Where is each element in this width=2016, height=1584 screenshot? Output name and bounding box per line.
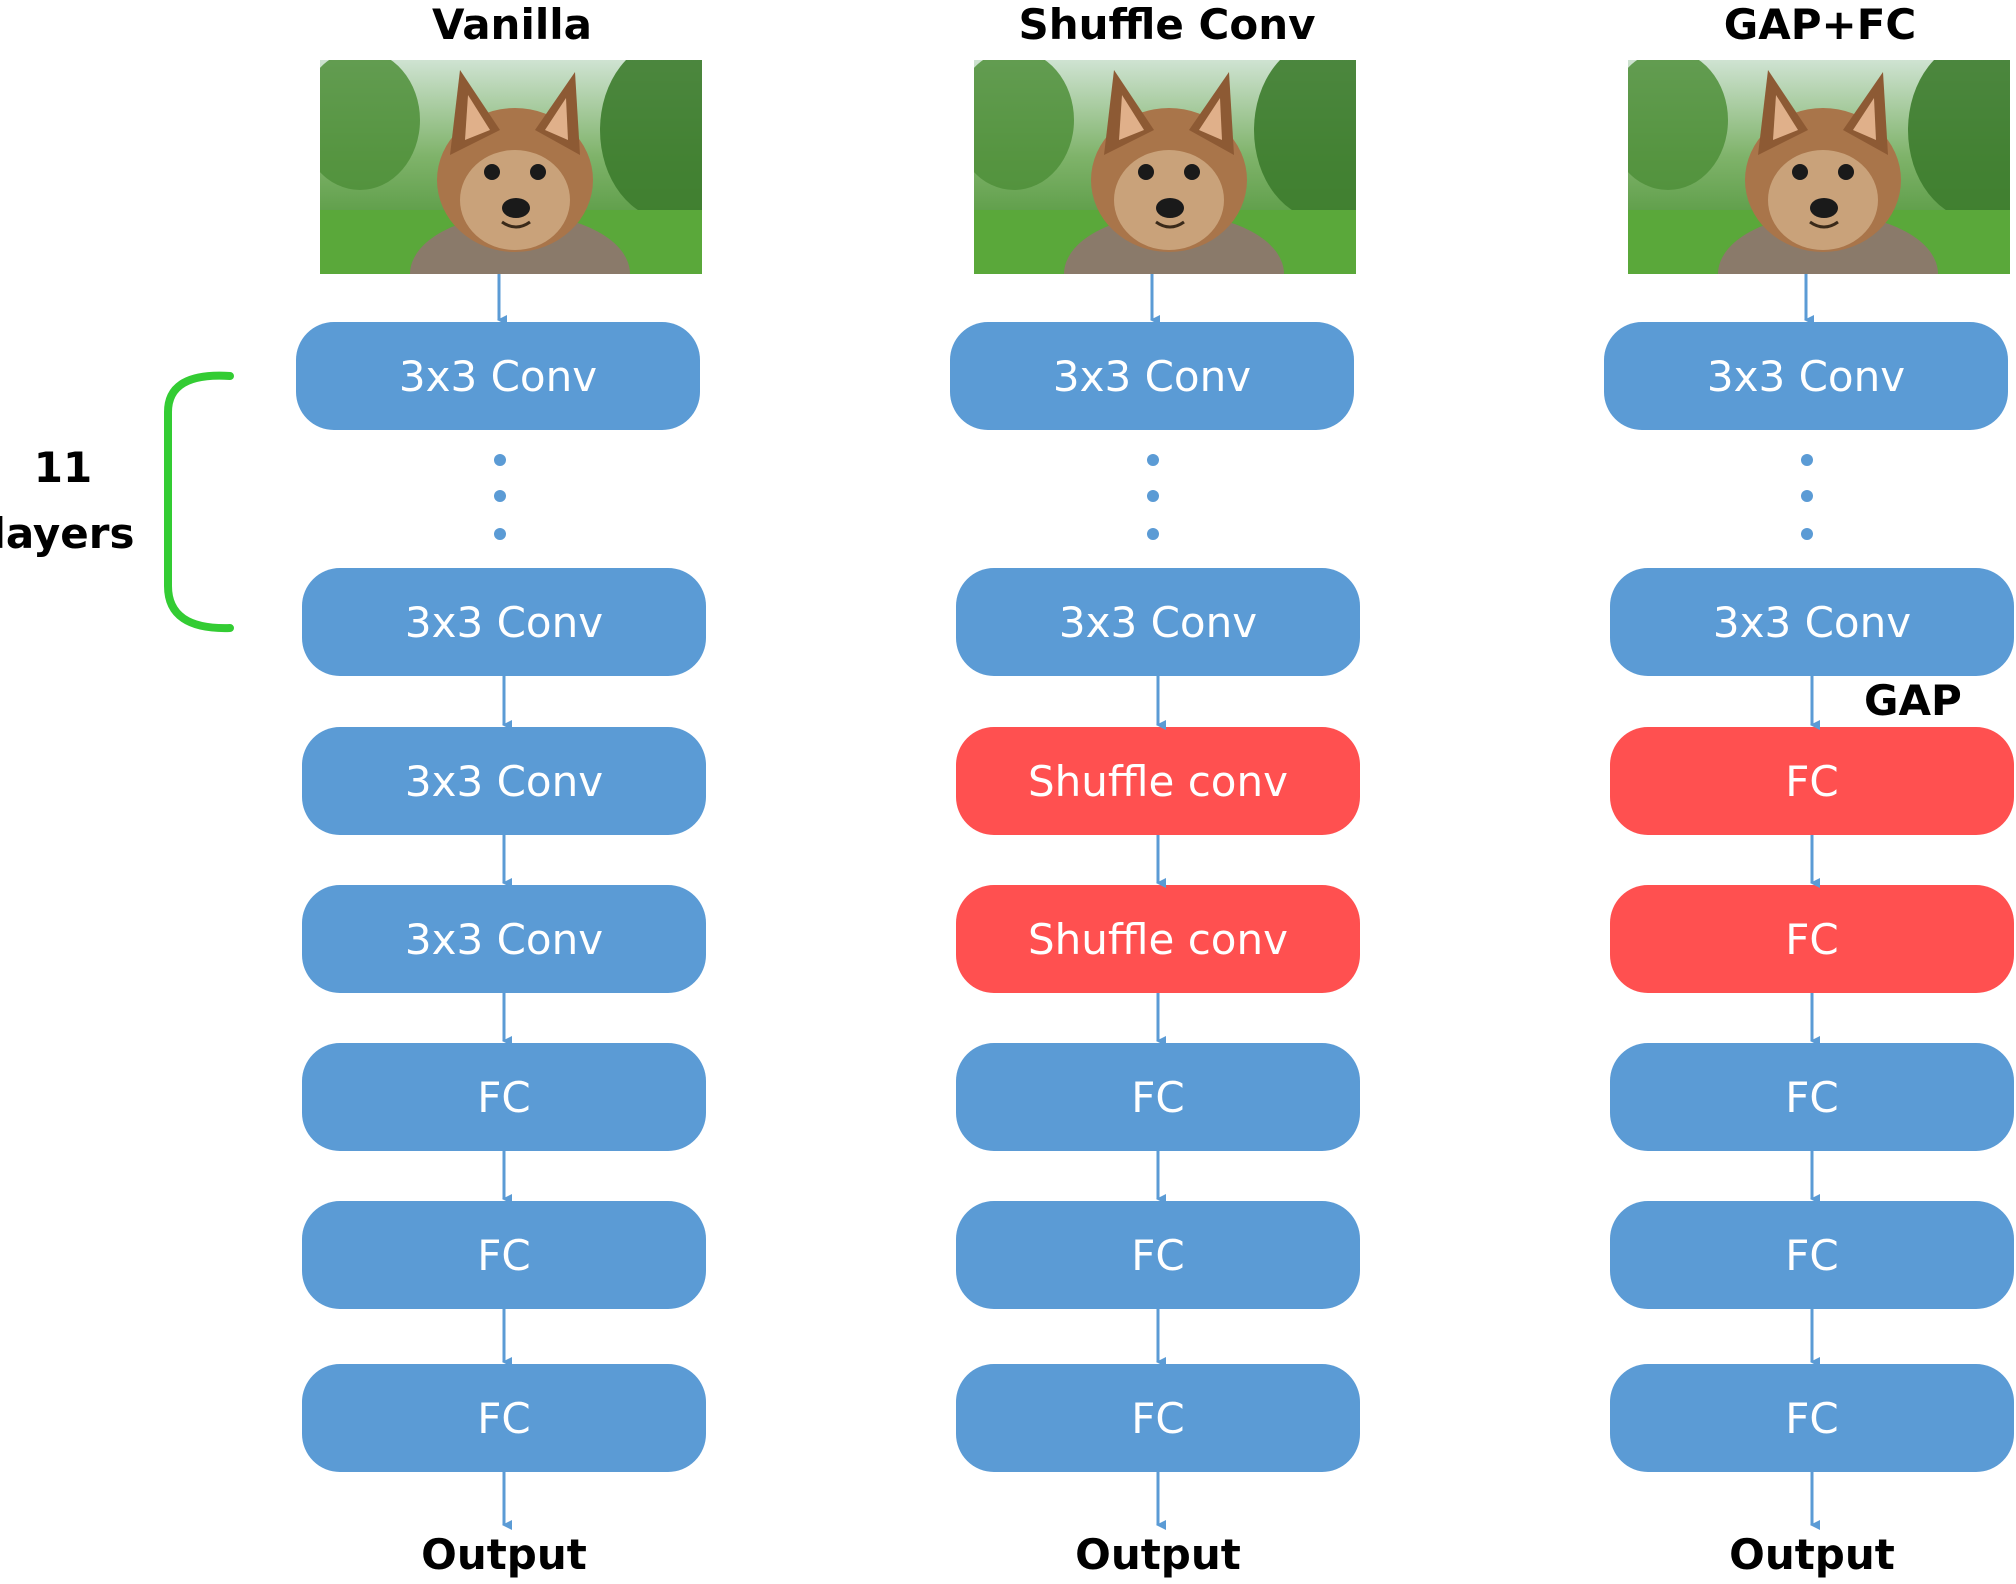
gap-label: GAP bbox=[1864, 676, 1962, 725]
shuffle-block-2: 3x3 Conv bbox=[956, 568, 1360, 676]
shuffle-block-5: FC bbox=[956, 1043, 1360, 1151]
layers-annotation: 11 layers bbox=[0, 435, 148, 567]
gapfc-block-5: FC bbox=[1610, 1043, 2014, 1151]
gapfc-block-6: FC bbox=[1610, 1201, 2014, 1309]
shuffle-block-1: 3x3 Conv bbox=[950, 322, 1354, 430]
gapfc-block-1: 3x3 Conv bbox=[1604, 322, 2008, 430]
dog-photo-icon bbox=[320, 60, 702, 274]
input-image-shuffle-conv bbox=[974, 60, 1356, 274]
arrow-group bbox=[497, 274, 1820, 1530]
shuffle-block-3: Shuffle conv bbox=[956, 727, 1360, 835]
vanilla-block-4: 3x3 Conv bbox=[302, 885, 706, 993]
gapfc-block-4: FC bbox=[1610, 885, 2014, 993]
vanilla-block-6: FC bbox=[302, 1201, 706, 1309]
vanilla-block-7: FC bbox=[302, 1364, 706, 1472]
layers-bracket bbox=[164, 371, 234, 633]
column-title-vanilla: Vanilla bbox=[432, 0, 592, 49]
column-title-shuffle-conv: Shuffle Conv bbox=[1018, 0, 1316, 49]
input-image-vanilla bbox=[320, 60, 702, 274]
column-title-gap-fc: GAP+FC bbox=[1723, 0, 1917, 49]
output-label-vanilla: Output bbox=[421, 1530, 587, 1579]
gapfc-block-3: FC bbox=[1610, 727, 2014, 835]
vanilla-block-5: FC bbox=[302, 1043, 706, 1151]
input-image-gap-fc bbox=[1628, 60, 2010, 274]
vanilla-block-2: 3x3 Conv bbox=[302, 568, 706, 676]
output-label-gap-fc: Output bbox=[1729, 1530, 1895, 1579]
vanilla-block-1: 3x3 Conv bbox=[296, 322, 700, 430]
ellipsis-dots bbox=[494, 454, 1813, 540]
gapfc-block-7: FC bbox=[1610, 1364, 2014, 1472]
gapfc-block-2: 3x3 Conv bbox=[1610, 568, 2014, 676]
shuffle-block-4: Shuffle conv bbox=[956, 885, 1360, 993]
dog-photo-icon bbox=[1628, 60, 2010, 274]
shuffle-block-6: FC bbox=[956, 1201, 1360, 1309]
layers-count: 11 bbox=[33, 443, 93, 492]
dog-photo-icon bbox=[974, 60, 1356, 274]
vanilla-block-3: 3x3 Conv bbox=[302, 727, 706, 835]
layers-word: layers bbox=[0, 509, 135, 558]
output-label-shuffle-conv: Output bbox=[1075, 1530, 1241, 1579]
shuffle-block-7: FC bbox=[956, 1364, 1360, 1472]
